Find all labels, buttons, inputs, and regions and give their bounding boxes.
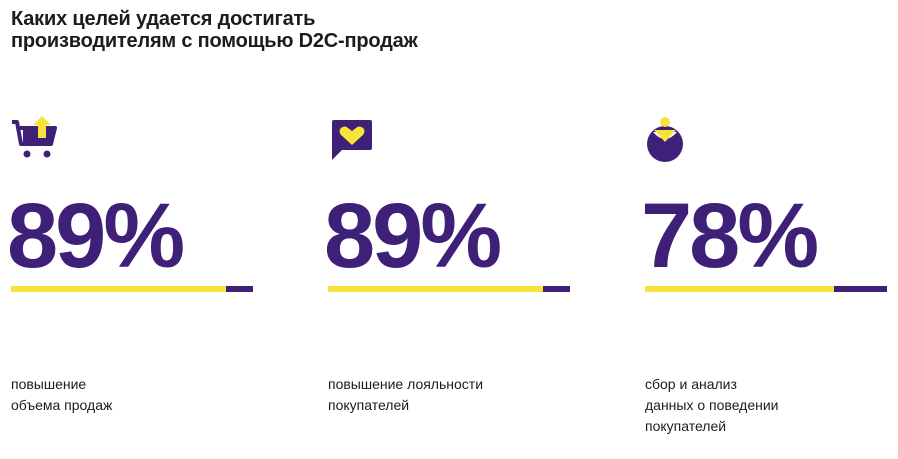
stat-customer-loyalty: 89% повышение лояльности покупателей bbox=[324, 0, 588, 459]
stat-caption: повышение лояльности покупателей bbox=[328, 376, 484, 413]
stat-bar-fill bbox=[328, 286, 544, 292]
stat-value: 78% bbox=[641, 185, 819, 287]
stat-bar bbox=[645, 286, 887, 292]
stat-sales-volume: 89% повышение объема продаж bbox=[7, 0, 271, 459]
stat-bar-fill bbox=[11, 286, 227, 292]
heart-message-icon bbox=[328, 116, 376, 164]
stat-value: 89% bbox=[324, 185, 502, 287]
page-title: Каких целей удается достигать производит… bbox=[11, 8, 418, 52]
stat-value: 89% bbox=[7, 185, 185, 287]
stat-data-analysis: 78% сбор и анализ данных о поведении пок… bbox=[641, 0, 898, 459]
stat-bar bbox=[328, 286, 570, 292]
stat-bar-fill bbox=[645, 286, 834, 292]
stat-bar bbox=[11, 286, 253, 292]
cart-upload-icon bbox=[11, 116, 59, 164]
stat-caption: повышение объема продаж bbox=[11, 376, 113, 413]
person-pie-icon bbox=[645, 116, 693, 164]
stat-caption: сбор и анализ данных о поведении покупат… bbox=[645, 376, 779, 434]
